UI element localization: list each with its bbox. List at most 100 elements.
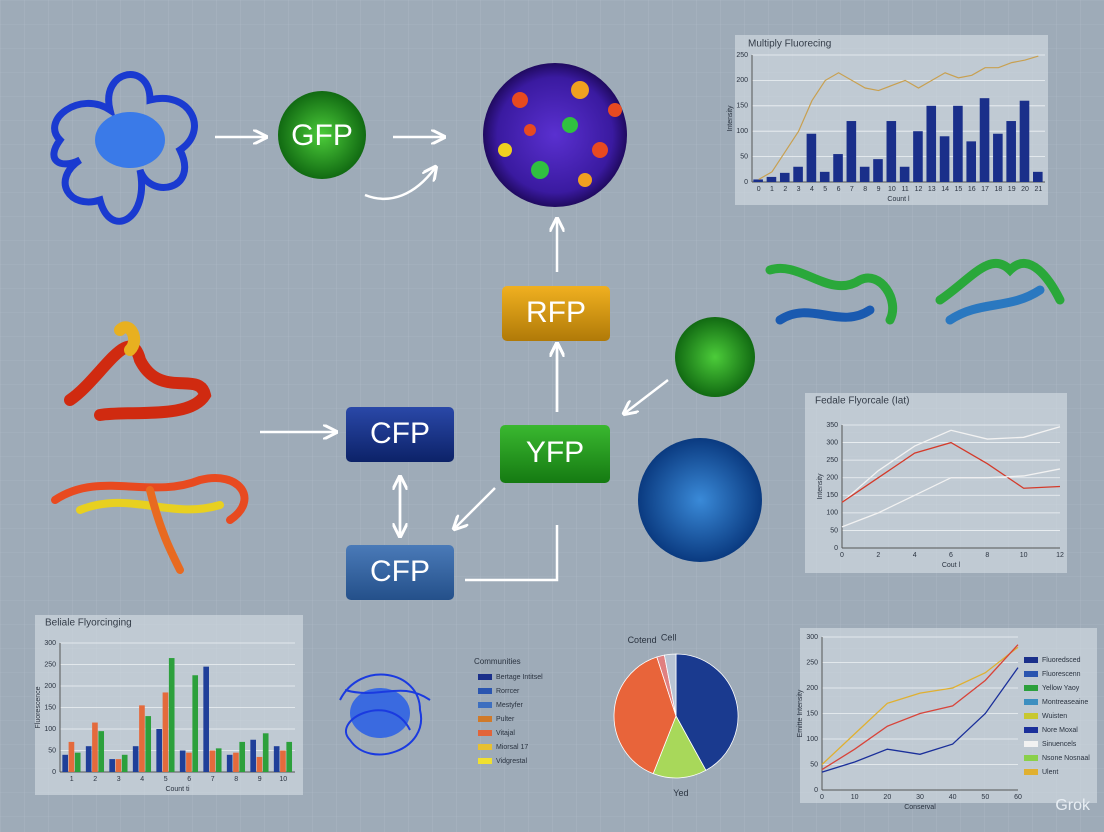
x-tick-label: 1 <box>70 776 74 783</box>
legend-swatch <box>1024 741 1038 747</box>
x-axis-label: Cout l <box>942 562 961 569</box>
x-tick-label: 0 <box>757 186 761 193</box>
node-box <box>346 407 454 462</box>
y-tick-label: 0 <box>814 787 818 794</box>
bar <box>132 746 139 772</box>
bar <box>256 756 263 772</box>
bar <box>226 754 233 772</box>
y-tick-label: 50 <box>810 761 818 768</box>
node-box <box>502 286 610 341</box>
y-tick-label: 150 <box>806 710 818 717</box>
legend-swatch <box>1024 657 1038 663</box>
x-tick-label: 1 <box>770 186 774 193</box>
node-box <box>346 545 454 600</box>
x-tick-label: 11 <box>902 186 909 193</box>
x-tick-label: 14 <box>941 186 949 193</box>
protein-ribbon <box>51 474 249 574</box>
bar <box>203 666 209 772</box>
bar <box>186 752 192 772</box>
legend-swatch <box>478 744 492 750</box>
bar <box>859 166 870 182</box>
pie-slice <box>675 653 739 771</box>
x-tick-label: 2 <box>876 552 880 559</box>
bar <box>192 675 199 772</box>
legend-title: Communities <box>474 657 521 666</box>
legend-swatch <box>478 716 492 722</box>
bar <box>156 729 162 772</box>
series-line <box>841 426 1061 503</box>
bar <box>92 722 98 772</box>
x-tick-label: 8 <box>863 186 867 193</box>
bar <box>966 141 977 182</box>
y-tick-label: 150 <box>826 492 838 499</box>
y-tick-label: 0 <box>744 179 748 186</box>
y-axis-label: Intensity <box>727 105 734 132</box>
bar <box>162 692 169 772</box>
x-tick-label: 5 <box>823 186 827 193</box>
arrows <box>215 137 669 582</box>
bar <box>793 166 803 182</box>
bar <box>806 133 817 182</box>
bar <box>68 741 75 772</box>
node-label: CFP <box>370 417 430 450</box>
bar <box>753 179 763 182</box>
legend-swatch <box>1024 727 1038 733</box>
chart-title: Multiply Fluorecing <box>748 39 831 50</box>
legend-label: Miorsal 17 <box>496 744 528 751</box>
bar <box>953 105 963 182</box>
bar <box>179 750 186 772</box>
node-label: CFP <box>370 555 430 588</box>
y-tick-label: 50 <box>48 747 56 754</box>
legend-swatch <box>478 674 492 680</box>
x-tick-label: 12 <box>1056 552 1064 559</box>
legend-swatch <box>1024 769 1038 775</box>
x-tick-label: 20 <box>883 794 891 801</box>
bar <box>98 731 105 772</box>
bar <box>846 121 857 182</box>
legend-label: Bertage Intitsel <box>496 674 543 681</box>
legend-swatch <box>478 688 492 694</box>
x-tick-label: 0 <box>820 794 824 801</box>
x-tick-label: 21 <box>1034 186 1042 193</box>
y-tick-label: 0 <box>834 545 838 552</box>
protein-gfp <box>278 91 366 179</box>
x-tick-label: 9 <box>877 186 881 193</box>
bar <box>899 166 910 182</box>
bar <box>286 741 293 772</box>
bar <box>215 748 222 772</box>
pie-label: Cell <box>661 633 677 643</box>
x-axis-label: Conserval <box>904 804 936 811</box>
bar <box>926 105 937 182</box>
chart-panel <box>805 393 1067 573</box>
y-tick-label: 200 <box>806 685 818 692</box>
y-tick-label: 350 <box>826 422 838 429</box>
x-tick-label: 10 <box>888 186 896 193</box>
bar <box>145 716 152 772</box>
y-tick-label: 100 <box>806 736 818 743</box>
x-tick-label: 13 <box>928 186 936 193</box>
x-tick-label: 0 <box>840 552 844 559</box>
bar <box>85 746 92 772</box>
x-tick-label: 19 <box>1008 186 1016 193</box>
x-tick-label: 3 <box>117 776 121 783</box>
x-axis-label: Count ti <box>165 786 190 793</box>
x-tick-label: 40 <box>949 794 957 801</box>
protein-red-helix <box>64 321 212 421</box>
x-tick-label: 50 <box>981 794 989 801</box>
x-tick-label: 16 <box>968 186 976 193</box>
legend-label: Nore Moxal <box>1042 727 1078 734</box>
y-axis-label: Emitte Intensity <box>797 689 804 737</box>
x-tick-label: 60 <box>1014 794 1022 801</box>
bar <box>939 136 950 182</box>
legend-label: Fluorescenn <box>1042 671 1081 678</box>
legend-label: Montreaseaine <box>1042 699 1088 706</box>
y-tick-label: 100 <box>736 128 748 135</box>
bar <box>1019 100 1030 182</box>
x-tick-label: 18 <box>994 186 1002 193</box>
bar <box>74 752 81 772</box>
x-tick-label: 10 <box>851 794 859 801</box>
x-tick-label: 15 <box>955 186 963 193</box>
y-tick-label: 50 <box>830 527 838 534</box>
legend-label: Vitajal <box>496 730 515 737</box>
legend-label: Wuisten <box>1042 713 1067 720</box>
